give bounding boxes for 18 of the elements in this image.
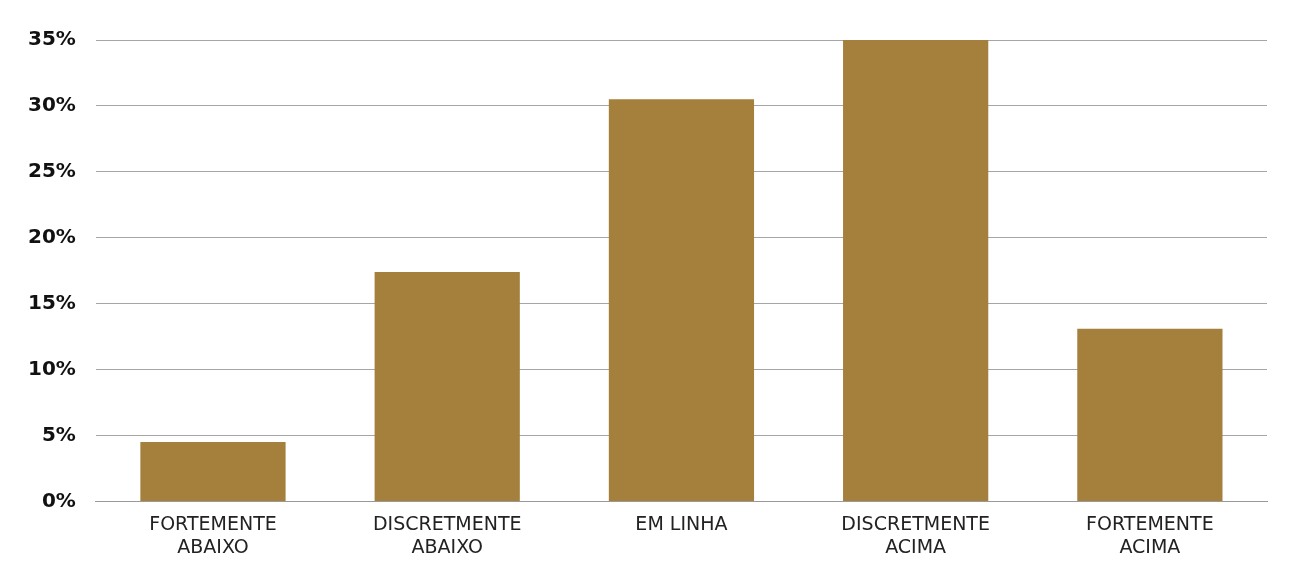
bar (608, 99, 755, 501)
y-tick-label: 20% (28, 223, 76, 248)
x-tick-label: DISCRETMENTE ACIMA (841, 511, 990, 557)
x-tick-label: FORTEMENTE ABAIXO (149, 511, 277, 557)
y-tick-label: 0% (41, 487, 76, 512)
x-tick-label: EM LINHA (635, 511, 728, 534)
y-tick-label: 15% (28, 289, 76, 314)
y-tick-label: 30% (28, 92, 76, 117)
x-tick-label: DISCRETMENTE ABAIXO (372, 511, 522, 557)
y-tick-label: 5% (41, 421, 76, 446)
bar (1077, 328, 1223, 501)
y-tick-label: 35% (28, 26, 76, 51)
y-tick-label: 10% (28, 355, 76, 380)
bar (140, 442, 286, 501)
bar (374, 272, 520, 501)
y-tick-label: 25% (28, 158, 76, 183)
x-tick-label: FORTEMENTE ACIMA (1086, 511, 1214, 557)
bar (843, 40, 989, 501)
